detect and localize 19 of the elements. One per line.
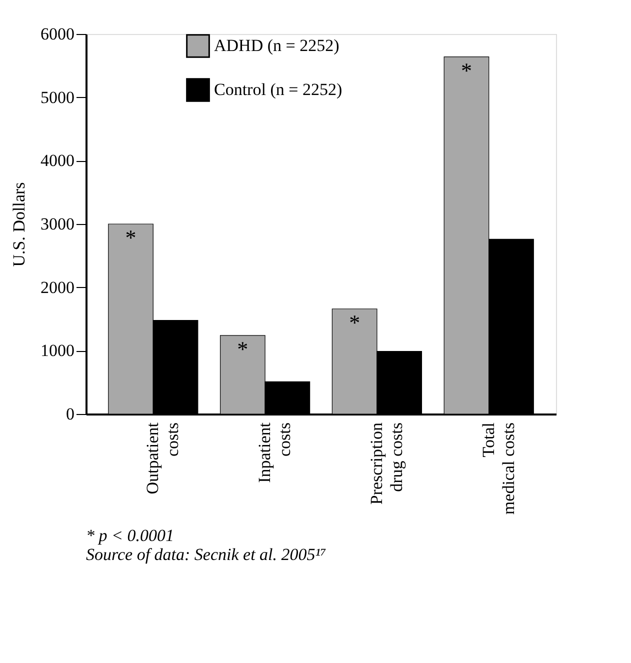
- data-label: *: [460, 58, 472, 83]
- x-tick-label: Outpatient costs: [143, 422, 182, 494]
- y-tick-label: 2000: [40, 278, 74, 297]
- y-tick-label: 5000: [40, 88, 74, 107]
- legend-label: Control (n = 2252): [214, 80, 342, 99]
- data-label: *: [237, 336, 248, 362]
- y-tick-label: 0: [66, 404, 74, 424]
- x-tick-label: Inpatient costs: [255, 422, 294, 483]
- x-tick-label: Prescription drug costs: [366, 422, 406, 505]
- y-tick-label: 4000: [40, 151, 74, 170]
- legend-label: ADHD (n = 2252): [214, 36, 340, 55]
- text: * p < 0.0001: [86, 526, 174, 546]
- y-tick-label: 6000: [40, 24, 74, 44]
- y-tick-label: 1000: [40, 341, 74, 360]
- y-tick-label: 3000: [40, 214, 74, 234]
- source-note: Source of data: Secnik et al. 2005¹⁷: [86, 545, 326, 564]
- data-label: *: [125, 225, 136, 250]
- data-label: *: [349, 310, 360, 335]
- y-axis-title: U.S. Dollars: [10, 182, 28, 267]
